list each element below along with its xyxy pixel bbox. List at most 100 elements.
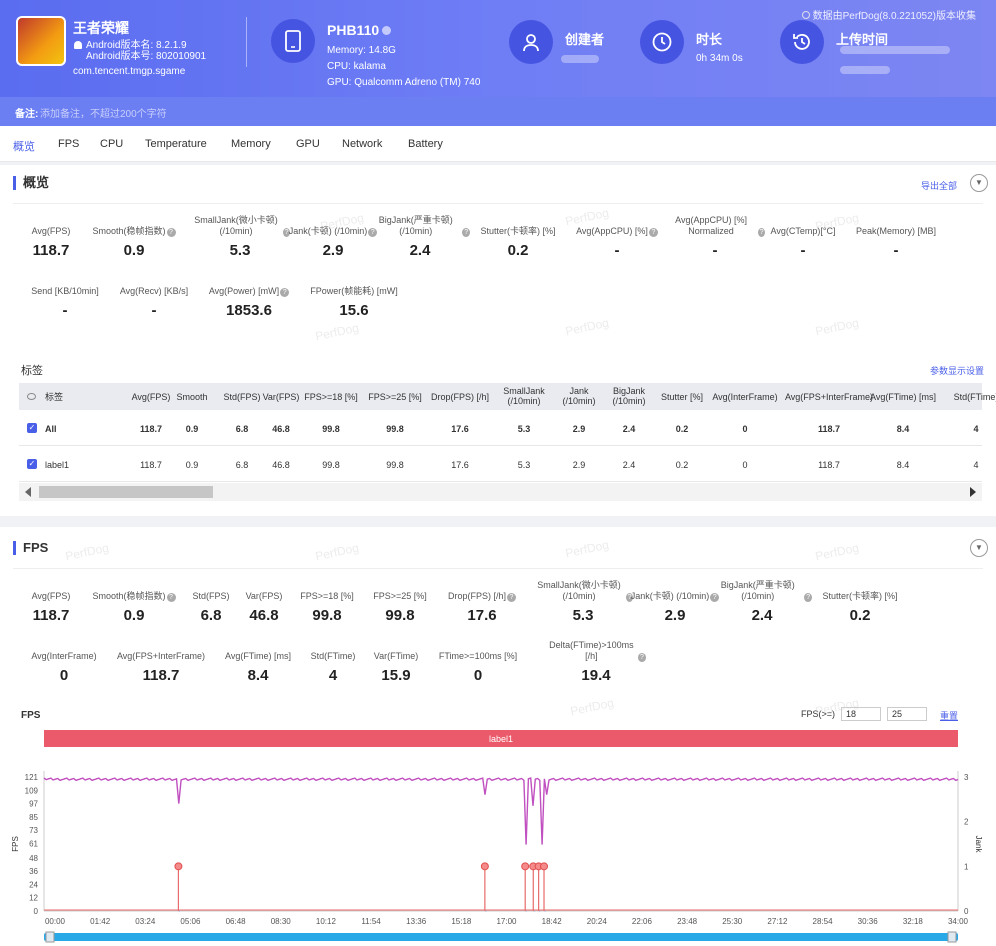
- info-icon[interactable]: [382, 26, 392, 35]
- y2-axis-label: Jank: [974, 836, 983, 854]
- metric-value: 46.8: [249, 607, 279, 624]
- threshold-input-2[interactable]: 25: [887, 707, 927, 721]
- row-checkbox[interactable]: ✓: [27, 423, 37, 433]
- help-icon[interactable]: ?: [283, 228, 290, 237]
- tab-temperature[interactable]: Temperature: [145, 138, 207, 150]
- labels-title: 标签: [21, 365, 43, 377]
- metric-value: 1853.6: [226, 302, 272, 319]
- game-title: 王者荣耀: [73, 20, 129, 36]
- param-settings-link[interactable]: 参数显示设置: [930, 366, 985, 376]
- tab-memory[interactable]: Memory: [231, 138, 271, 150]
- help-icon[interactable]: ?: [462, 228, 470, 237]
- metric-value: -: [151, 302, 157, 319]
- tab-gpu[interactable]: GPU: [296, 138, 320, 150]
- metric-label: Avg(FPS): [31, 226, 71, 236]
- column-header[interactable]: Avg(FPS+InterFrame): [784, 392, 874, 402]
- tab-cpu[interactable]: CPU: [100, 138, 124, 150]
- y-tick-label: 0: [34, 907, 39, 916]
- jank-point[interactable]: [540, 862, 549, 871]
- help-icon[interactable]: ?: [804, 593, 812, 602]
- metric-value: 5.3: [229, 242, 251, 259]
- metric-std-ftime: Std(FTime) 4: [283, 640, 383, 684]
- tab-network[interactable]: Network: [342, 138, 383, 150]
- help-icon[interactable]: ?: [507, 593, 516, 602]
- tab-overview[interactable]: 概览: [13, 141, 35, 153]
- fps-series-line[interactable]: [43, 777, 959, 845]
- help-icon[interactable]: ?: [166, 593, 176, 602]
- column-header[interactable]: Avg(FTime) [ms]: [869, 392, 936, 402]
- note-bar[interactable]: 备注: 添加备注，不超过200个字符: [0, 97, 996, 126]
- tab-battery[interactable]: Battery: [408, 138, 443, 150]
- metric-value: 2.4: [751, 607, 773, 624]
- help-icon[interactable]: ?: [280, 288, 290, 297]
- scroll-right-icon[interactable]: [970, 487, 976, 497]
- help-icon[interactable]: ?: [368, 228, 378, 237]
- scroll-left-icon[interactable]: [25, 487, 31, 497]
- column-header[interactable]: Jank (/10min): [562, 386, 596, 406]
- row-checkbox[interactable]: ✓: [27, 459, 37, 469]
- slider-handle-left[interactable]: [45, 931, 55, 943]
- reset-link[interactable]: 重置: [940, 711, 959, 721]
- info-icon: [801, 11, 810, 19]
- time-range-slider[interactable]: [44, 933, 958, 941]
- duration-value: 0h 34m 0s: [696, 53, 743, 64]
- column-header[interactable]: Std(FTime): [953, 392, 996, 402]
- threshold-input-1[interactable]: 18: [841, 707, 881, 721]
- column-header[interactable]: Avg(FPS): [131, 392, 171, 402]
- column-header[interactable]: Stutter [%]: [660, 392, 704, 402]
- metric-value: 19.4: [581, 667, 611, 684]
- metric-avg-fps-interframe: Avg(FPS+InterFrame) 118.7: [111, 640, 211, 684]
- jank-point[interactable]: [174, 862, 183, 871]
- x-tick-label: 01:42: [90, 917, 111, 926]
- device-memory: Memory: 14.8G: [327, 45, 396, 56]
- overview-card: 概览 导出全部 ▼ Avg(FPS) 118.7 Smooth(稳帧指数)? 0.9 S…: [0, 165, 996, 516]
- column-header[interactable]: FPS>=25 [%]: [368, 392, 422, 402]
- label-band[interactable]: [44, 730, 958, 747]
- metric-value: 99.8: [312, 607, 342, 624]
- metric-label: Stutter(卡顿率) [%]: [480, 226, 556, 236]
- table-cell: 118.7: [818, 460, 840, 470]
- metric-send-kb-10min: Send [KB/10min] -: [15, 275, 115, 319]
- table-cell: 0.2: [675, 460, 689, 470]
- help-icon[interactable]: ?: [648, 228, 658, 237]
- table-scrollbar[interactable]: [19, 483, 982, 501]
- help-icon[interactable]: ?: [758, 228, 765, 237]
- history-icon: [780, 20, 824, 64]
- column-header[interactable]: SmallJank (/10min): [503, 386, 545, 406]
- y2-tick-label: 0: [964, 907, 969, 916]
- jank-point[interactable]: [521, 862, 530, 871]
- eye-icon[interactable]: [27, 393, 36, 400]
- column-header[interactable]: Std(FPS): [223, 392, 261, 402]
- table-row[interactable]: ✓ All 118.7 0.9 6.8 46.8 99.8 99.8 17.6 5.3 2.9 2.4…: [19, 410, 982, 446]
- collapse-overview-icon[interactable]: ▼: [970, 174, 988, 192]
- export-all-link[interactable]: 导出全部: [921, 181, 958, 191]
- metric-label: Avg(Power) [mW]: [208, 286, 280, 296]
- metric-label: Avg(FPS): [31, 591, 71, 601]
- metric-value: 99.8: [385, 607, 415, 624]
- help-icon[interactable]: ?: [166, 228, 176, 237]
- column-header[interactable]: BigJank (/10min): [612, 386, 646, 406]
- jank-point[interactable]: [480, 862, 489, 871]
- help-icon[interactable]: ?: [626, 593, 633, 602]
- metric-value: 17.6: [467, 607, 497, 624]
- column-header[interactable]: Avg(InterFrame): [712, 392, 778, 402]
- column-header[interactable]: Drop(FPS) [/h]: [430, 392, 489, 402]
- slider-handle-right[interactable]: [947, 931, 957, 943]
- android-version-name: Android版本名: 8.2.1.9: [74, 40, 187, 52]
- scroll-thumb[interactable]: [39, 486, 213, 498]
- x-tick-label: 10:12: [316, 917, 337, 926]
- column-header[interactable]: FPS>=18 [%]: [304, 392, 358, 402]
- table-cell: 8.4: [896, 424, 910, 434]
- column-header[interactable]: Var(FPS): [262, 392, 300, 402]
- help-icon[interactable]: ?: [637, 653, 646, 662]
- help-icon[interactable]: ?: [710, 593, 720, 602]
- metric-avg-ftime-ms: Avg(FTime) [ms] 8.4: [208, 640, 308, 684]
- collapse-fps-icon[interactable]: ▼: [970, 539, 988, 557]
- table-row[interactable]: ✓ label1 118.7 0.9 6.8 46.8 99.8 99.8 17.6 5.3 2.9…: [19, 446, 982, 482]
- table-cell: 4: [973, 460, 979, 470]
- note-input[interactable]: 添加备注，不超过200个字符: [40, 109, 167, 120]
- column-header[interactable]: 标签: [45, 392, 64, 402]
- tab-fps[interactable]: FPS: [58, 138, 80, 150]
- column-header[interactable]: Smooth: [176, 392, 208, 402]
